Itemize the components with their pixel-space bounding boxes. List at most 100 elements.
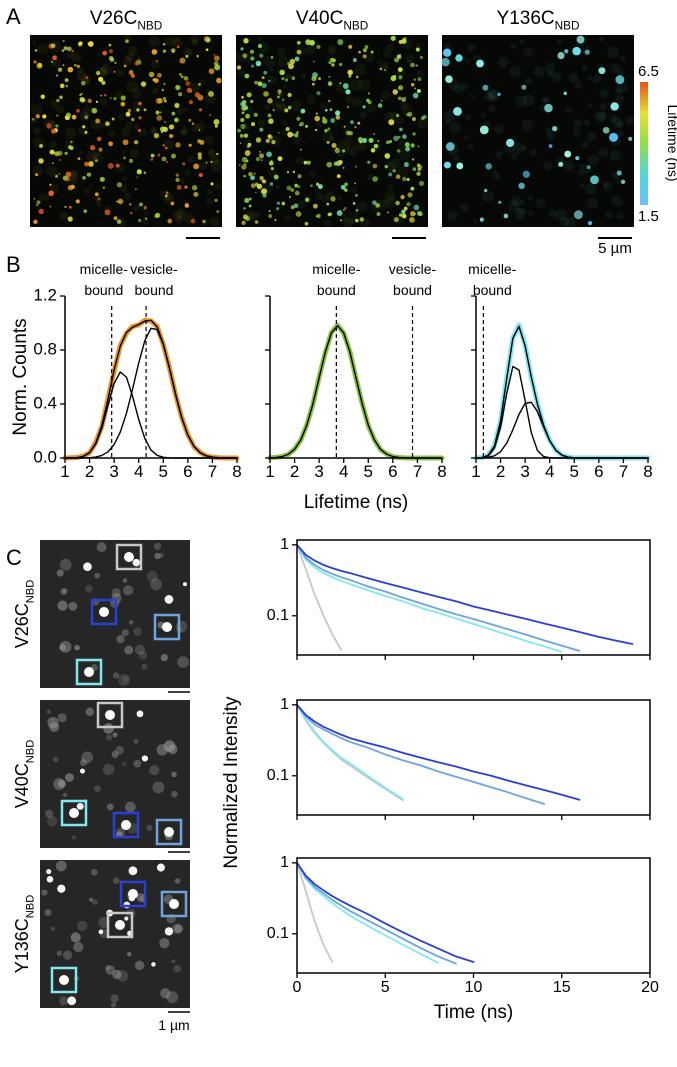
bright-spot (84, 667, 94, 677)
fluorescent-spot (271, 139, 276, 145)
background-speckle (610, 63, 621, 74)
series-line (296, 543, 581, 652)
background-speckle (187, 155, 195, 163)
background-speckle (82, 105, 93, 116)
fluorescent-spot (268, 214, 273, 218)
background-speckle (548, 208, 558, 218)
background-speckle (208, 149, 214, 155)
diffuse-spot (105, 965, 115, 975)
fluorescent-spot (127, 108, 132, 113)
series-line (296, 703, 545, 805)
background-speckle (524, 77, 533, 86)
diffuse-spot (106, 803, 114, 811)
fluorescent-spot (35, 173, 39, 177)
background-speckle (191, 38, 198, 46)
background-speckle (386, 43, 395, 51)
background-speckle (120, 127, 131, 137)
background-speckle (384, 111, 395, 122)
fluorescent-spot (336, 210, 343, 216)
background-speckle (278, 55, 290, 67)
fluorescent-spot (237, 128, 242, 133)
fluorescent-spot (241, 111, 245, 115)
fluorescent-spot (552, 126, 558, 132)
fluorescent-spot (412, 167, 417, 171)
label-subscript: NBD (555, 20, 580, 33)
fluorescent-spot (268, 210, 271, 213)
bright-spot (182, 582, 187, 587)
fluorescent-spot (162, 97, 167, 101)
diffuse-spot (57, 713, 67, 723)
fluorescent-spot (267, 134, 272, 139)
fluorescent-spot (102, 186, 105, 189)
background-speckle (454, 84, 464, 94)
background-speckle (587, 197, 598, 209)
diffuse-spot (45, 809, 54, 818)
reference-label-line: micelle- (80, 261, 129, 277)
fluorescent-spot (279, 69, 285, 76)
background-speckle (359, 111, 367, 119)
fluorescent-spot (347, 69, 353, 76)
fluorescent-spot (48, 190, 54, 197)
diffuse-spot (71, 835, 77, 840)
background-speckle (496, 176, 501, 181)
bright-spot (115, 920, 125, 930)
label-base: Y136C (497, 8, 555, 29)
background-speckle (95, 199, 102, 207)
x-tick-label: 6 (183, 462, 192, 481)
fluorescent-spot (401, 97, 406, 102)
background-speckle (488, 105, 496, 112)
background-speckle (581, 141, 589, 149)
fluorescent-spot (340, 219, 343, 222)
x-tick-label: 5 (364, 462, 373, 481)
background-speckle (386, 160, 393, 167)
fluorescent-spot (67, 66, 74, 73)
diffuse-spot (112, 877, 120, 884)
fluorescent-spot (269, 182, 274, 186)
y-tick-label: 0.8 (33, 339, 57, 358)
y-tick-label: 0.4 (33, 393, 57, 412)
fluorescent-spot (80, 80, 86, 86)
fluorescent-spot (410, 143, 415, 148)
diffuse-spot (159, 938, 170, 949)
fluorescent-spot (103, 93, 107, 97)
series-line (296, 543, 343, 651)
fluorescent-spot (314, 115, 321, 122)
series-line (296, 703, 404, 800)
diffuse-spot (134, 644, 146, 656)
fluorescent-spot (615, 75, 625, 85)
diffuse-spot (111, 587, 121, 598)
background-speckle (114, 90, 123, 99)
fluorescent-spot (297, 174, 302, 179)
selection-box (160, 890, 188, 918)
fluorescent-spot (174, 102, 180, 108)
background-speckle (125, 52, 135, 62)
fluorescent-spot (38, 158, 44, 164)
background-speckle (180, 178, 186, 184)
background-speckle (519, 39, 525, 46)
bright-spot (59, 975, 69, 985)
bright-spot (169, 899, 179, 909)
fluorescent-spot (380, 99, 383, 102)
fluorescent-spot (193, 191, 199, 197)
reference-label: micelle-bound (468, 261, 517, 298)
fluorescent-spot (240, 47, 244, 51)
background-speckle (139, 128, 148, 137)
diffuse-spot (134, 960, 145, 971)
background-speckle (491, 170, 500, 179)
background-speckle (184, 169, 191, 176)
background-speckle (264, 104, 271, 110)
fluorescent-spot (161, 88, 165, 92)
diffuse-spot (96, 542, 107, 552)
fluorescent-spot (36, 204, 38, 206)
fluorescent-spot (315, 128, 318, 132)
fluorescent-spot (389, 140, 393, 144)
background-speckle (123, 56, 133, 66)
fluorescent-spot (419, 55, 423, 59)
fluorescent-spot (190, 218, 196, 224)
fluorescent-spot (418, 212, 423, 217)
fluorescent-spot (410, 211, 416, 217)
fluorescent-spot (328, 75, 331, 78)
background-speckle (32, 40, 37, 45)
background-speckle (564, 217, 576, 229)
diffuse-spot (85, 707, 95, 716)
